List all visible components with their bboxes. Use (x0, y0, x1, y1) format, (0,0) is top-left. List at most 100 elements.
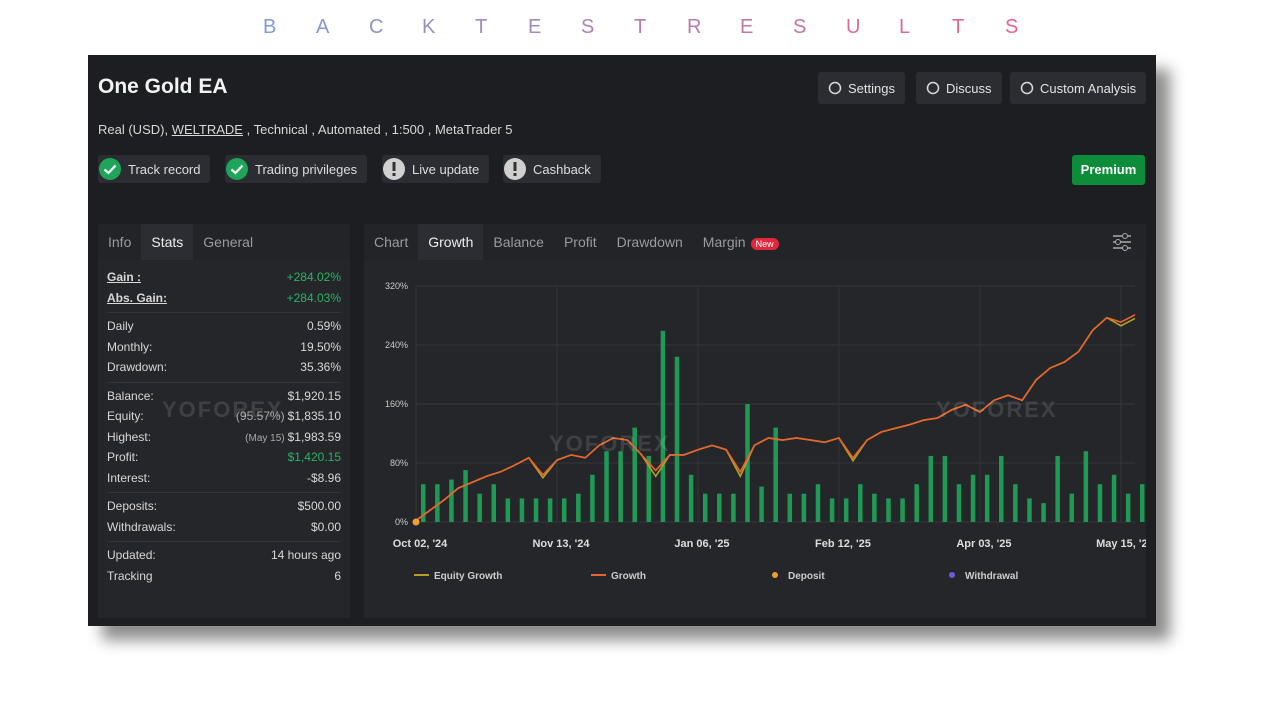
banner-letter: S (793, 16, 807, 38)
stats-row: Monthly: 19.50% (107, 337, 341, 358)
bar (717, 493, 722, 522)
bar (1041, 503, 1046, 522)
tab-label: Drawdown (616, 234, 683, 250)
x-tick-label: Jan 06, '25 (674, 538, 729, 550)
tab[interactable]: Info (98, 224, 141, 260)
stats-row: Tracking 6 (107, 566, 341, 587)
stat-value: 0.59% (306, 319, 341, 334)
panel: One Gold EA Real (USD), WELTRADE , Techn… (88, 55, 1156, 626)
icon-shape (926, 81, 940, 95)
status-badge: Cashback (503, 155, 601, 183)
header-button[interactable]: Settings (818, 72, 905, 104)
button-label: Settings (848, 80, 895, 96)
bar (646, 455, 652, 522)
legend-label: Deposit (788, 571, 825, 582)
legend-label: Withdrawal (965, 571, 1018, 582)
stat-label: Profit: (107, 450, 139, 465)
chart-settings-icon[interactable] (1112, 233, 1132, 251)
tab[interactable]: Profit (554, 224, 607, 260)
banner-letter: T (475, 16, 488, 38)
account-details: , Technical , Automated , 1:500 , MetaTr… (246, 122, 513, 137)
tab[interactable]: Growth (418, 224, 484, 260)
button-icon (926, 81, 940, 95)
tab[interactable]: Drawdown (607, 224, 693, 260)
tab[interactable]: Chart (364, 224, 418, 260)
stat-value: $1,920.15 (287, 388, 341, 403)
tab[interactable]: Stats (141, 224, 194, 260)
bar (745, 404, 750, 522)
badge-label: Cashback (533, 161, 591, 177)
status-badge: Trading privileges (225, 155, 368, 183)
bar (1111, 474, 1117, 522)
header-button[interactable]: Discuss (916, 72, 1002, 104)
tab[interactable]: Margin New (693, 224, 789, 260)
bar (942, 455, 948, 522)
bar (618, 451, 623, 522)
tab-label: Balance (493, 234, 544, 250)
tab[interactable]: General (193, 224, 263, 260)
tab[interactable]: Balance (483, 224, 554, 260)
bar (1013, 484, 1018, 522)
badge-icon (99, 158, 121, 180)
icon-bang (392, 162, 396, 171)
stat-value: +284.02% (286, 270, 341, 285)
icon-bang (513, 162, 517, 171)
stat-value-wrap: +284.03% (287, 291, 341, 305)
stat-value: $0.00 (310, 519, 341, 534)
legend-label: Growth (611, 571, 646, 582)
bar (872, 493, 877, 522)
stat-value: $500.00 (297, 499, 341, 514)
bar (1027, 498, 1032, 522)
stat-note: (May 15) (245, 432, 285, 444)
status-badge: Live update (382, 155, 490, 183)
new-badge: New (750, 238, 779, 250)
stat-value: 14 hours ago (270, 548, 341, 563)
x-tick-label: May 15, '25 (1096, 538, 1146, 550)
tab-label: Margin (702, 234, 746, 250)
stat-value-wrap: $1,420.15 (288, 450, 341, 464)
bar (829, 498, 835, 522)
premium-button[interactable]: Premium (1072, 155, 1145, 185)
bar (900, 498, 905, 522)
bar (421, 484, 426, 522)
x-tick-label: Apr 03, '25 (956, 538, 1011, 550)
bar (660, 330, 666, 522)
banner-letter: L (899, 16, 911, 38)
stats-row: Gain : +284.02% (107, 267, 341, 288)
stats-row: Daily 0.59% (107, 316, 341, 337)
stats-row: Balance: $1,920.15 (107, 386, 341, 407)
legend-swatch (949, 572, 955, 578)
badge-icon (383, 158, 405, 180)
stat-value: +284.03% (286, 290, 341, 305)
bar (759, 486, 764, 522)
bar (632, 427, 637, 522)
bar (787, 493, 793, 522)
bar (1125, 493, 1131, 522)
icon-check (103, 164, 117, 175)
account-info: Real (USD), WELTRADE , Technical , Autom… (98, 122, 513, 137)
tab-label: Stats (151, 234, 184, 250)
bar (1069, 493, 1075, 522)
stat-label: Balance: (107, 388, 154, 403)
stat-value-wrap: $0.00 (311, 520, 341, 534)
bar (1055, 455, 1060, 522)
banner-letter: R (687, 16, 702, 38)
stat-value-wrap: 0.59% (307, 319, 341, 333)
icon-check (230, 164, 244, 175)
stat-value: 6 (334, 568, 341, 583)
bar (590, 474, 595, 522)
stat-value: 35.36% (300, 360, 341, 375)
status-badge: Track record (98, 155, 211, 183)
ea-title: One Gold EA (98, 75, 228, 98)
broker-link[interactable]: WELTRADE (171, 122, 243, 137)
stats-row: Equity: (95.57%) $1,835.10 (107, 406, 341, 427)
bar (463, 470, 468, 522)
stat-value-wrap: (95.57%) $1,835.10 (236, 409, 341, 423)
chart-tabs: Chart Growth Balance Profit Drawdown Margin Ne… (364, 224, 1146, 260)
banner-letter: A (316, 16, 330, 38)
header-button[interactable]: Custom Analysis (1010, 72, 1147, 104)
bar (1097, 484, 1103, 522)
button-label: Discuss (946, 80, 992, 96)
stat-label: Abs. Gain: (107, 290, 168, 305)
